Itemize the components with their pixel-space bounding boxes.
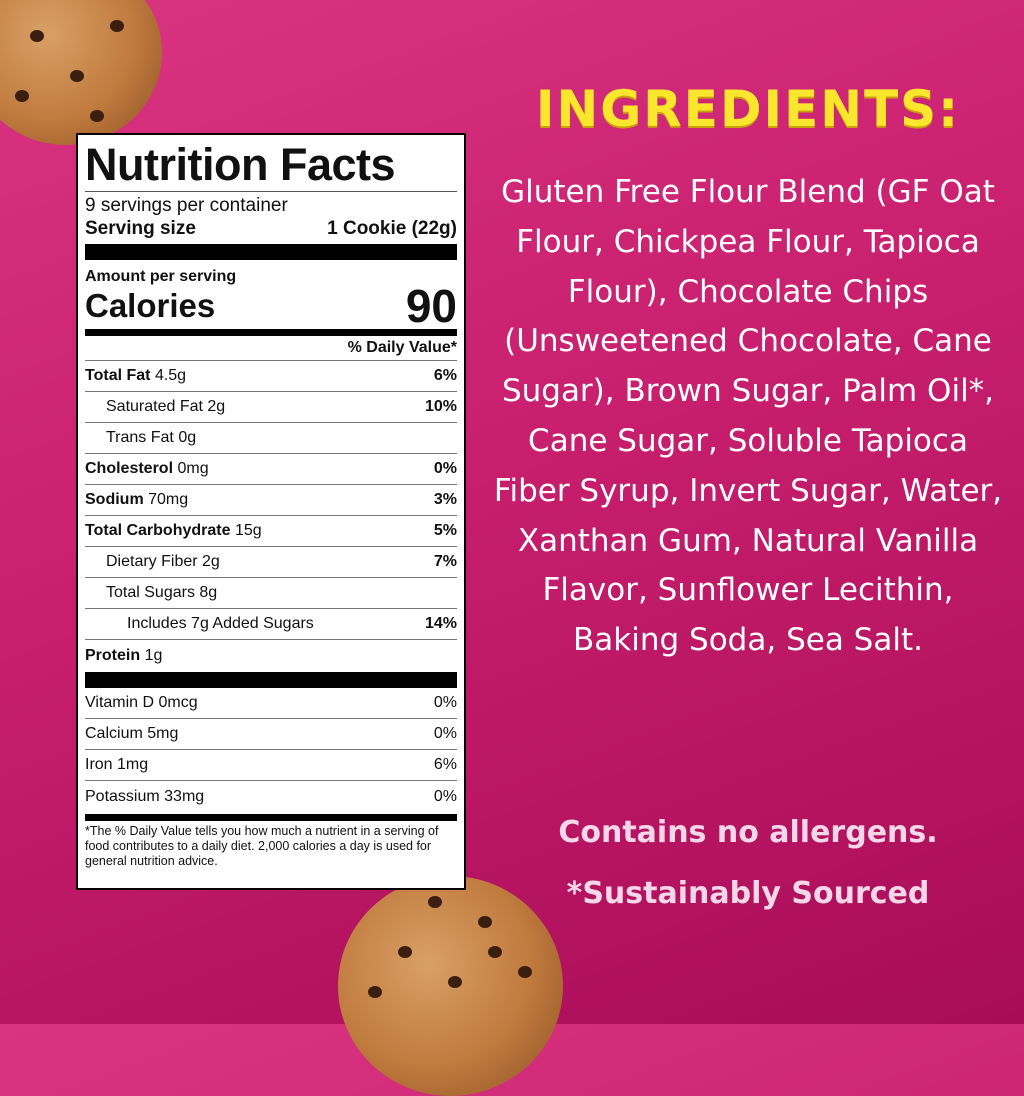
- nutrient-name: Protein: [85, 646, 141, 664]
- nutrient-dv: 0%: [433, 460, 457, 477]
- ingredients-text: Gluten Free Flour Blend (GF Oat Flour, C…: [493, 174, 1003, 659]
- nutrient-dv: 3%: [433, 491, 457, 508]
- nutrient-name: Cholesterol: [85, 460, 174, 477]
- nutrient-row: Dietary Fiber 2g 7%: [85, 547, 457, 578]
- serving-size-value: 1 Cookie (22g): [327, 218, 457, 239]
- nutrient-name: Total Carbohydrate: [85, 522, 231, 539]
- nutrient-name: Sodium: [85, 491, 144, 508]
- nutrient-row: Cholesterol 0mg 0%: [85, 454, 457, 485]
- nutrient-dv: 14%: [424, 615, 457, 632]
- divider-thick: [85, 672, 457, 688]
- nutrient-amount: 2g: [207, 398, 226, 415]
- allergen-note: Contains no allergens.: [558, 815, 938, 850]
- vitamin-row: Calcium 5mg 0%: [85, 719, 457, 750]
- nutrient-dv: 6%: [433, 367, 457, 384]
- vitamin-row: Iron 1mg 6%: [85, 750, 457, 781]
- amount-per-serving: Amount per serving: [85, 268, 237, 285]
- vitamin-name: Calcium 5mg: [85, 725, 179, 742]
- cookie-image-top: [0, 0, 162, 145]
- nutrient-name: Trans Fat: [106, 429, 174, 446]
- nutrient-name: Dietary Fiber: [106, 553, 198, 570]
- nutrient-row: Includes 7g Added Sugars 14%: [85, 609, 457, 640]
- vitamin-name: Vitamin D 0mcg: [85, 694, 198, 711]
- nutrient-dv: 7%: [433, 553, 457, 570]
- nutrient-row: Total Fat 4.5g 6%: [85, 361, 457, 392]
- nutrient-row: Protein 1g: [85, 640, 457, 671]
- nutrient-name: Saturated Fat: [106, 398, 203, 415]
- nutrient-row: Trans Fat 0g: [85, 423, 457, 454]
- nutrient-row: Sodium 70mg 3%: [85, 485, 457, 516]
- nutrient-row: Total Carbohydrate 15g 5%: [85, 516, 457, 547]
- nutrient-amount: 4.5g: [154, 367, 187, 384]
- vitamin-row: Potassium 33mg 0%: [85, 781, 457, 812]
- nutrient-amount: 15g: [234, 522, 262, 539]
- nutrient-amount: 2g: [202, 553, 220, 570]
- daily-value-header: % Daily Value*: [85, 336, 457, 361]
- nutrient-name: Total Fat: [85, 367, 151, 384]
- calories-label: Calories: [85, 287, 216, 324]
- nutrient-dv: 10%: [424, 398, 457, 415]
- calories-value: 90: [405, 280, 457, 332]
- divider-medium: [85, 329, 457, 336]
- divider-thick: [85, 244, 457, 260]
- vitamin-dv: 0%: [433, 725, 457, 742]
- vitamin-name: Iron 1mg: [85, 756, 149, 773]
- vitamin-name: Potassium 33mg: [85, 787, 205, 805]
- nutrient-amount: 0g: [178, 429, 197, 446]
- servings-per-container: 9 servings per container: [85, 195, 288, 216]
- nutrient-dv: 5%: [433, 522, 457, 539]
- nutrient-amount: 0mg: [177, 460, 209, 477]
- label-title: Nutrition Facts: [85, 139, 457, 192]
- nutrient-amount: 70mg: [148, 491, 189, 508]
- nutrition-facts-label: Nutrition Facts 9 servings per container…: [76, 133, 466, 890]
- vitamin-dv: 0%: [433, 694, 457, 711]
- nutrient-name: Total Sugars: [106, 584, 195, 601]
- footnote: *The % Daily Value tells you how much a …: [85, 824, 439, 868]
- nutrient-amount: 8g: [199, 584, 218, 601]
- nutrient-row: Total Sugars 8g: [85, 578, 457, 609]
- nutrient-amount: 1g: [144, 646, 163, 664]
- ingredients-title: INGREDIENTS:: [535, 80, 961, 138]
- sustainably-sourced-note: *Sustainably Sourced: [566, 876, 930, 911]
- vitamin-row: Vitamin D 0mcg 0%: [85, 688, 457, 719]
- nutrient-row: Saturated Fat 2g 10%: [85, 392, 457, 423]
- serving-size-label: Serving size: [85, 218, 196, 239]
- vitamin-dv: 6%: [433, 756, 457, 773]
- divider-medium: [85, 814, 457, 821]
- nutrient-name: Includes 7g Added Sugars: [127, 615, 314, 632]
- vitamin-dv: 0%: [433, 787, 457, 805]
